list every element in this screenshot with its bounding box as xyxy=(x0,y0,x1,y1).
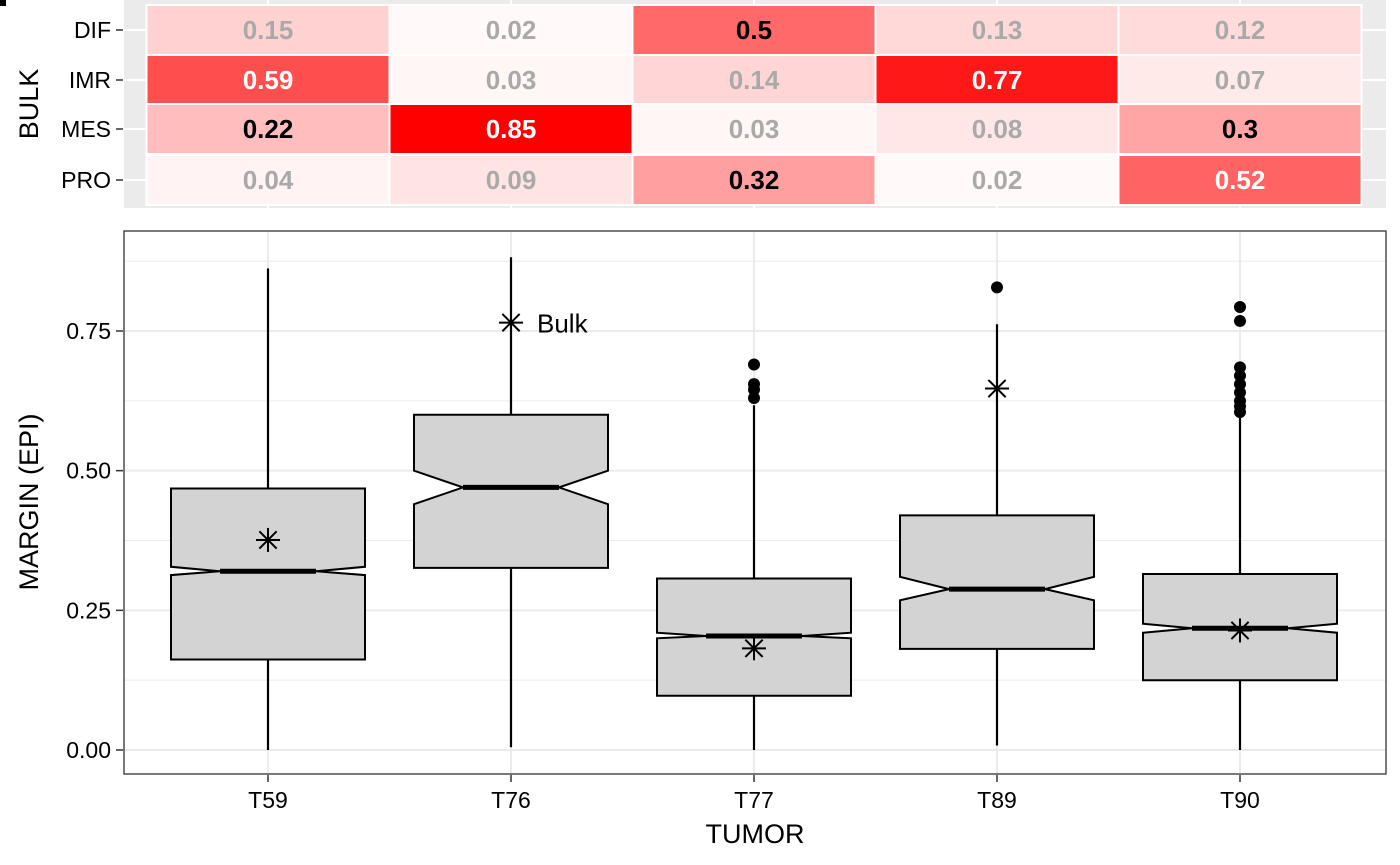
heatmap-cell-label-dif-t76: 0.02 xyxy=(486,15,537,45)
heatmap-cell-pro-t77 xyxy=(631,154,877,206)
heatmap-cell-label-mes-t59: 0.22 xyxy=(243,114,294,144)
bulk-marker-d2-t77 xyxy=(744,638,764,658)
heatmap-cell-mes-t90 xyxy=(1117,103,1363,155)
heatmap-panel: 0.15 0.02 0.5 0.13 0.12 0.59 0.03 0.14 0.77 0.07 0… xyxy=(14,0,1386,208)
outlier-t90-5 xyxy=(1234,369,1246,382)
heatmap-cell-mes-t59 xyxy=(145,103,391,155)
bulk-marker-d2-t59 xyxy=(258,530,278,550)
heatmap-cell-label-mes-t89: 0.08 xyxy=(972,114,1023,144)
heatmap-cell-label-dif-t89: 0.13 xyxy=(972,15,1023,45)
heatmap-cell-label-pro-t77: 0.32 xyxy=(729,165,780,195)
bulk-marker-t90 xyxy=(1228,618,1252,643)
bulk-marker-d2-t76 xyxy=(501,313,521,332)
heatmap-cell-pro-t90 xyxy=(1117,154,1363,206)
heatmap-cell-label-mes-t90: 0.3 xyxy=(1222,114,1258,144)
bulk-marker-t77 xyxy=(742,636,766,661)
boxplot-x-tick-label-t90: T90 xyxy=(1220,787,1260,813)
heatmap-y-tick-label-dif: DIF xyxy=(74,17,111,43)
heatmap-cell-label-dif-t77: 0.5 xyxy=(736,15,772,45)
outlier-t90-4 xyxy=(1234,378,1246,391)
heatmap-cell-label-mes-t77: 0.03 xyxy=(729,114,780,144)
heatmap-cell-label-mes-t76: 0.85 xyxy=(486,114,537,144)
boxplot-y-tick-label-0: 0.00 xyxy=(66,737,111,763)
heatmap-cell-imr-t77 xyxy=(631,54,877,106)
heatmap-cell-label-pro-t89: 0.02 xyxy=(972,165,1023,195)
boxplot-y-tick-label-2: 0.50 xyxy=(66,458,111,484)
boxplot-y-axis-title: MARGIN (EPI) xyxy=(14,413,44,590)
boxplot-border xyxy=(123,230,1387,775)
heatmap-cell-label-imr-t89: 0.77 xyxy=(972,65,1023,95)
boxplot-x-tick-label-t89: T89 xyxy=(977,787,1017,813)
heatmap-y-tick-label-mes: MES xyxy=(61,116,111,142)
bulk-marker-d2-t90 xyxy=(1230,621,1250,640)
heatmap-cell-dif-t89 xyxy=(874,4,1120,56)
boxplot-x-axis: T59 T76 T77 T89 T90 xyxy=(248,775,1260,813)
heatmap-cell-pro-t89 xyxy=(874,154,1120,206)
heatmap-y-tick-label-imr: IMR xyxy=(69,67,111,93)
heatmap-cell-label-imr-t59: 0.59 xyxy=(243,65,294,95)
box-t59 xyxy=(170,487,366,661)
boxplot-x-tick-label-t76: T76 xyxy=(491,787,531,813)
heatmap-cell-label-imr-t90: 0.07 xyxy=(1215,65,1266,95)
corner-mark xyxy=(0,0,6,6)
heatmap-cell-label-pro-t90: 0.52 xyxy=(1215,165,1266,195)
outlier-t77-3 xyxy=(748,358,760,371)
bulk-annotation: Bulk xyxy=(537,309,589,339)
outlier-t89-0 xyxy=(991,281,1003,294)
outlier-t90-6 xyxy=(1234,361,1246,374)
heatmap-cell-label-dif-t90: 0.12 xyxy=(1215,15,1266,45)
boxplot-bulk-markers xyxy=(256,310,1252,661)
heatmap-cell-mes-t76 xyxy=(388,103,634,155)
heatmap-cell-label-imr-t76: 0.03 xyxy=(486,65,537,95)
heatmap-cell-dif-t59 xyxy=(145,4,391,56)
heatmap-y-axis-title: BULK xyxy=(14,69,44,140)
bulk-marker-t89 xyxy=(985,376,1009,401)
boxplot-whiskers xyxy=(266,257,1242,750)
heatmap-cell-imr-t90 xyxy=(1117,54,1363,106)
outlier-t77-0 xyxy=(748,392,760,405)
outlier-t77-2 xyxy=(748,378,760,391)
boxplot-x-tick-label-t77: T77 xyxy=(734,787,774,813)
heatmap-cell-dif-t77 xyxy=(631,4,877,56)
boxplot-panel: Bulk 0.00 0.25 0.50 0.75 T59 T76 T77 T89 T90 TU… xyxy=(14,230,1387,849)
heatmap-y-tick-label-pro: PRO xyxy=(61,167,111,193)
box-t89 xyxy=(899,514,1095,650)
boxplot-x-tick-label-t59: T59 xyxy=(248,787,288,813)
boxplot-y-axis: 0.00 0.25 0.50 0.75 xyxy=(66,318,123,763)
box-t76 xyxy=(413,413,609,569)
bulk-marker-d2-t89 xyxy=(987,379,1007,398)
bulk-marker-t59 xyxy=(256,527,280,552)
heatmap-cell-label-dif-t59: 0.15 xyxy=(243,15,294,45)
outlier-t90-8 xyxy=(1234,300,1246,313)
boxplot-x-axis-title: TUMOR xyxy=(706,819,805,849)
heatmap-cell-mes-t89 xyxy=(874,103,1120,155)
heatmap-cell-label-pro-t76: 0.09 xyxy=(486,165,537,195)
heatmap-cell-imr-t89 xyxy=(874,54,1120,106)
heatmap-cells xyxy=(145,4,1363,206)
heatmap-y-axis: DIF IMR MES PRO xyxy=(61,17,123,193)
bulk-marker-t76 xyxy=(499,310,523,335)
heatmap-cell-label-imr-t77: 0.14 xyxy=(729,65,780,95)
heatmap-cell-pro-t76 xyxy=(388,154,634,206)
boxplot-y-tick-label-3: 0.75 xyxy=(66,318,111,344)
heatmap-cell-labels: 0.15 0.02 0.5 0.13 0.12 0.59 0.03 0.14 0.77 0.07 0… xyxy=(243,15,1266,195)
heatmap-cell-label-pro-t59: 0.04 xyxy=(243,165,294,195)
outlier-t90-7 xyxy=(1234,314,1246,327)
boxplot-outliers xyxy=(748,281,1246,419)
outlier-t90-2 xyxy=(1234,394,1246,407)
heatmap-cell-mes-t77 xyxy=(631,103,877,155)
outlier-t90-3 xyxy=(1234,386,1246,399)
boxplot-y-tick-label-1: 0.25 xyxy=(66,597,111,623)
